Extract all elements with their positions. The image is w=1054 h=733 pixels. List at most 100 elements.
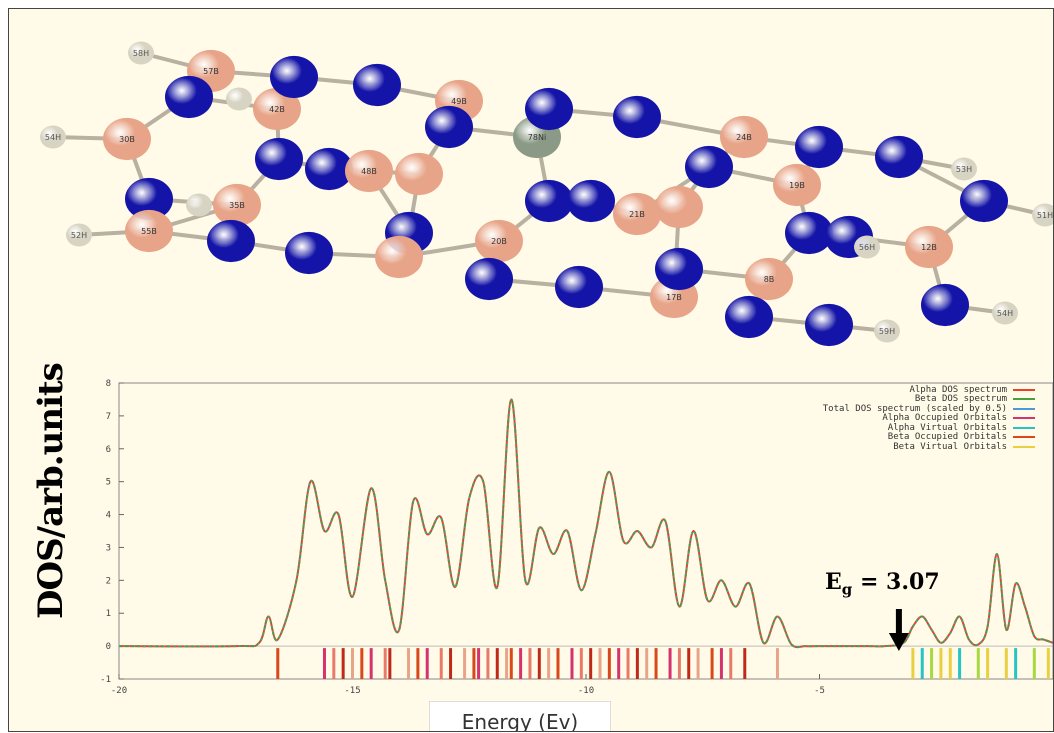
arrow-shaft bbox=[895, 609, 902, 635]
virtual-orbital-bar bbox=[920, 648, 924, 679]
band-gap-value: = 3.07 bbox=[859, 569, 940, 595]
occupied-orbital-bar bbox=[607, 648, 611, 679]
hydrogen-atom: 56H bbox=[854, 235, 880, 259]
legend-label: Alpha Occupied Orbitals bbox=[882, 413, 1007, 424]
nitrogen-atom bbox=[685, 145, 733, 189]
legend-entry: Beta Occupied Orbitals bbox=[823, 432, 1035, 443]
virtual-orbital-bar bbox=[976, 648, 980, 679]
legend-swatch bbox=[1013, 398, 1035, 401]
virtual-orbital-bar bbox=[939, 648, 943, 679]
nitrogen-atom bbox=[353, 63, 401, 107]
carbon-atom bbox=[375, 235, 423, 279]
virtual-orbital-bar bbox=[958, 648, 962, 679]
atom-label: 52H bbox=[71, 231, 87, 240]
atom-label: 49B bbox=[451, 97, 467, 106]
occupied-orbital-bar bbox=[556, 648, 560, 679]
occupied-orbital-bar bbox=[519, 648, 523, 679]
nitrogen-atom bbox=[921, 283, 969, 327]
nitrogen-atom bbox=[875, 135, 923, 179]
y-tick-label: 3 bbox=[106, 543, 111, 553]
nitrogen-atom bbox=[207, 219, 255, 263]
atom-label: 21B bbox=[629, 210, 645, 219]
virtual-orbital-bar bbox=[948, 648, 952, 679]
legend-entry: Alpha Occupied Orbitals bbox=[823, 413, 1035, 424]
y-tick-label: 0 bbox=[106, 642, 111, 652]
carbon-atom: 19B bbox=[773, 163, 821, 207]
occupied-orbital-bar bbox=[617, 648, 621, 679]
legend-label: Beta Occupied Orbitals bbox=[887, 432, 1007, 443]
y-tick-label: -1 bbox=[100, 675, 111, 685]
nitrogen-atom bbox=[525, 87, 573, 131]
occupied-orbital-bar bbox=[635, 648, 639, 679]
nitrogen-atom bbox=[613, 95, 661, 139]
atom-label: 19B bbox=[789, 181, 805, 190]
hydrogen-atom: 52H bbox=[66, 223, 92, 247]
nitrogen-atom bbox=[785, 211, 833, 255]
nitrogen-atom bbox=[425, 105, 473, 149]
band-gap-symbol: E bbox=[825, 569, 842, 595]
legend-label: Beta Virtual Orbitals bbox=[893, 441, 1007, 452]
band-gap-subscript: g bbox=[841, 580, 853, 599]
atom-label: 53H bbox=[956, 165, 972, 174]
hydrogen-atom: 51H bbox=[1032, 203, 1053, 227]
atom-label: 78Ni bbox=[528, 133, 546, 142]
beta-dos-curve bbox=[118, 398, 1053, 649]
occupied-orbital-bar bbox=[528, 648, 532, 679]
occupied-orbital-bar bbox=[388, 648, 392, 679]
occupied-orbital-bar bbox=[589, 648, 593, 679]
carbon-atom: 55B bbox=[125, 209, 173, 253]
nitrogen-atom bbox=[725, 295, 773, 339]
occupied-orbital-bar bbox=[360, 648, 364, 679]
atom-label: 58H bbox=[133, 49, 149, 58]
nitrogen-atom bbox=[305, 147, 353, 191]
hydrogen-atom: 54H bbox=[992, 301, 1018, 325]
atom-label: 54H bbox=[997, 309, 1013, 318]
hydrogen-atom bbox=[186, 193, 212, 217]
occupied-orbital-bar bbox=[495, 648, 499, 679]
occupied-orbital-bar bbox=[416, 648, 420, 679]
hydrogen-atom: 53H bbox=[951, 157, 977, 181]
occupied-orbital-bar bbox=[276, 648, 280, 679]
carbon-atom: 24B bbox=[720, 115, 768, 159]
x-axis-label: Energy (Ev) bbox=[429, 701, 611, 731]
legend-swatch bbox=[1013, 426, 1035, 429]
occupied-orbital-bar bbox=[505, 648, 509, 679]
carbon-atom bbox=[395, 152, 443, 196]
occupied-orbital-bar bbox=[449, 648, 453, 679]
legend-swatch bbox=[1013, 445, 1035, 448]
y-tick-label: 2 bbox=[106, 576, 111, 586]
atom-label: 57B bbox=[203, 67, 219, 76]
occupied-orbital-bar bbox=[463, 648, 467, 679]
dos-curves bbox=[118, 398, 1053, 649]
occupied-orbital-bar bbox=[719, 648, 723, 679]
occupied-orbital-bar bbox=[687, 648, 691, 679]
nitrogen-atom bbox=[555, 265, 603, 309]
occupied-orbital-bar bbox=[369, 648, 373, 679]
virtual-orbital-bar bbox=[911, 648, 915, 679]
y-tick-label: 8 bbox=[106, 379, 111, 389]
virtual-orbital-bar bbox=[1032, 648, 1036, 679]
atom-label: 17B bbox=[666, 293, 682, 302]
atom-label: 56H bbox=[859, 243, 875, 252]
occupied-orbital-bar bbox=[509, 648, 513, 679]
legend-entry: Beta Virtual Orbitals bbox=[823, 442, 1035, 452]
occupied-orbital-bar bbox=[579, 648, 583, 679]
band-gap-arrow bbox=[888, 609, 909, 651]
atom-label: 20B bbox=[491, 237, 507, 246]
x-tick-label: -20 bbox=[111, 686, 127, 696]
atom-label: 42B bbox=[269, 105, 285, 114]
occupied-orbital-bar bbox=[626, 648, 630, 679]
hydrogen-atom: 59H bbox=[874, 319, 900, 343]
nitrogen-atom bbox=[125, 177, 173, 221]
carbon-atom bbox=[655, 185, 703, 229]
occupied-orbital-bar bbox=[677, 648, 681, 679]
carbon-atom: 8B bbox=[745, 257, 793, 301]
y-tick-label: 4 bbox=[106, 511, 111, 521]
nitrogen-atom bbox=[567, 179, 615, 223]
occupied-orbital-bar bbox=[341, 648, 345, 679]
nitrogen-atom bbox=[465, 257, 513, 301]
y-tick-label: 7 bbox=[106, 412, 111, 422]
occupied-orbital-bar bbox=[439, 648, 443, 679]
carbon-atom: 12B bbox=[905, 225, 953, 269]
occupied-orbital-bar bbox=[654, 648, 658, 679]
